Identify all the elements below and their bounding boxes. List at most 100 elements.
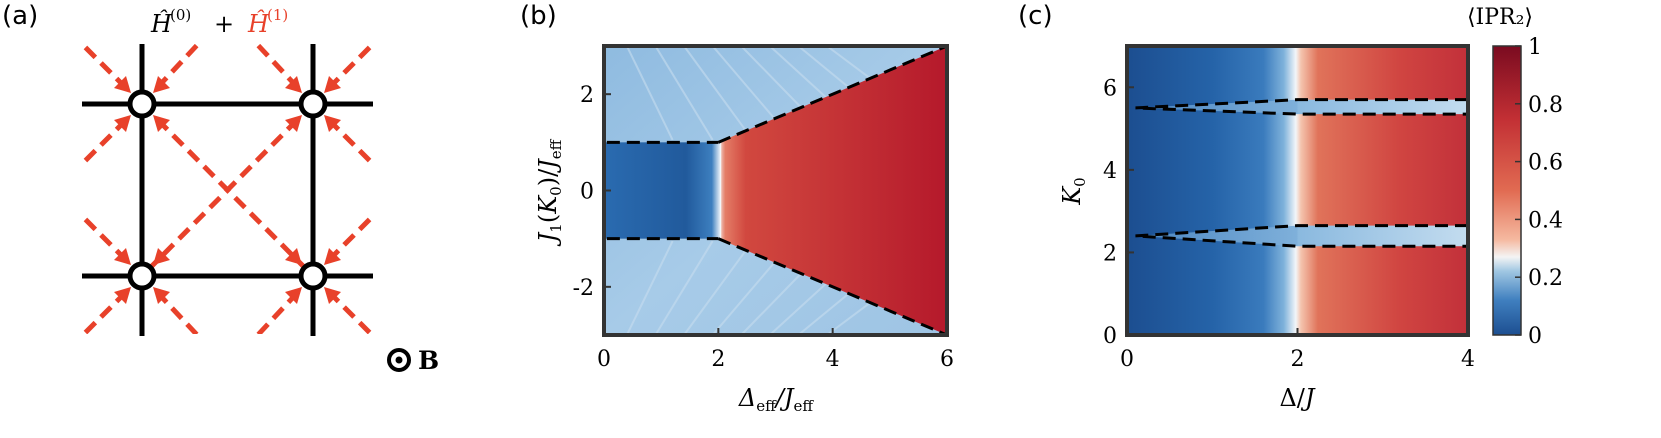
arrow-icon (153, 287, 170, 304)
lattice-sites (127, 89, 328, 291)
arrow-icon (153, 76, 170, 93)
panel-a-tag: (a) (2, 1, 38, 31)
x-tick-label: 4 (1461, 347, 1475, 372)
ticks-c: 0 2 4 0 2 4 6 (1103, 76, 1475, 372)
band-boundary-line (1135, 98, 1468, 116)
h1-superscript: (1) (267, 6, 288, 24)
diagonal-link (140, 44, 202, 106)
colorbar-tick-label: 0.4 (1528, 208, 1563, 233)
y-tick-label: 0 (1103, 324, 1117, 349)
diagonal-link (82, 102, 144, 166)
diagonal-link (311, 214, 374, 278)
x-tick-label: 0 (597, 347, 611, 372)
panel-c: (c) 0 2 4 0 2 4 6 Δ/J K0 0 0.2 0.4 0.6 0.8 1 ⟨IPR₂⟩ (1018, 1, 1563, 412)
lattice-site (298, 261, 328, 291)
colorbar-label: ⟨IPR₂⟩ (1467, 5, 1533, 30)
panel-a: (a) Ĥ (0) + Ĥ (1) (2, 1, 439, 375)
colorbar (1492, 45, 1522, 336)
panel-c-tag: (c) (1018, 1, 1053, 31)
field-out-of-plane-icon (387, 348, 411, 372)
delocalized-phase-region (604, 142, 722, 239)
heatmap-b (604, 46, 947, 335)
y-tick-label: 2 (580, 83, 594, 108)
y-tick-label: 4 (1103, 159, 1117, 184)
y-axis-label-b: J1(K0)/Jeff (534, 138, 565, 247)
diagonal-link (82, 214, 144, 278)
arrow-icon (285, 248, 302, 265)
heatmap-c (1127, 46, 1468, 335)
texture-streak (683, 240, 754, 335)
x-tick-label: 6 (940, 347, 954, 372)
hamiltonian-title: Ĥ (0) + Ĥ (1) (150, 6, 288, 38)
heatmap-c-background (1127, 46, 1468, 335)
colorbar-tick-label: 0.8 (1528, 93, 1563, 118)
perturbation-links (82, 44, 374, 334)
y-axis-label-c: K0 (1058, 177, 1089, 205)
panel-b: (b) 0 2 4 6 -2 0 2 Δeff/Jeff J1(K0)/Jeff (520, 1, 954, 415)
diagonal-link (82, 44, 144, 106)
colorbar-tick-label: 1 (1528, 35, 1542, 60)
arrow-icon (324, 248, 341, 265)
arrow-icon (114, 115, 131, 132)
arrow-icon (324, 76, 341, 93)
resonance-band-right (1297, 225, 1468, 247)
magnetic-field-indicator: B (387, 346, 439, 375)
h0-symbol: Ĥ (150, 9, 173, 38)
diagonal-link (82, 274, 144, 334)
diagonal-link (311, 102, 374, 166)
field-dot-icon (395, 356, 403, 364)
x-axis-label-c: Δ/J (1279, 384, 1315, 412)
colorbar-ticks: 0 0.2 0.4 0.6 0.8 1 (1515, 35, 1563, 349)
x-tick-label: 4 (826, 347, 840, 372)
arrow-icon (114, 76, 131, 93)
diagonal-link (140, 274, 200, 334)
diagonal-link (140, 102, 315, 278)
texture-streak (683, 46, 754, 141)
x-tick-label: 2 (1291, 347, 1305, 372)
arrow-icon (153, 248, 170, 265)
diagonal-link (253, 44, 315, 106)
lattice-site (127, 261, 157, 291)
band-boundary-line (1135, 224, 1468, 248)
arrow-icon (114, 248, 131, 265)
x-tick-label: 2 (711, 347, 725, 372)
x-axis-label-b: Δeff/Jeff (738, 384, 814, 415)
x-tick-label: 0 (1120, 347, 1134, 372)
plus-sign: + (214, 10, 234, 38)
arrow-icon (285, 115, 302, 132)
colorbar-tick-label: 0.2 (1528, 266, 1563, 291)
texture-streak (625, 46, 674, 141)
diagonal-link (311, 274, 374, 334)
y-tick-label: -2 (573, 276, 594, 301)
colorbar-tick-label: 0.6 (1528, 151, 1563, 176)
panel-b-tag: (b) (520, 1, 557, 31)
coupling-arrows (114, 76, 341, 304)
y-tick-label: 2 (1103, 241, 1117, 266)
texture-streak (654, 240, 714, 335)
h0-superscript: (0) (170, 6, 191, 24)
texture-streak (625, 240, 674, 335)
field-label: B (418, 346, 439, 375)
resonance-bands (1135, 98, 1468, 248)
phase-boundary-line (717, 46, 947, 144)
lattice-site (298, 89, 328, 119)
ticks-b: 0 2 4 6 -2 0 2 (573, 83, 954, 372)
arrow-icon (153, 115, 170, 132)
arrow-icon (324, 115, 341, 132)
texture-streak (654, 46, 714, 141)
diagonal-link (311, 44, 374, 106)
arrow-icon (285, 287, 302, 304)
phase-boundaries-b (606, 46, 947, 335)
phase-boundary-line (717, 237, 947, 335)
resonance-band-left (1135, 99, 1298, 115)
arrow-icon (324, 287, 341, 304)
y-tick-label: 0 (580, 180, 594, 205)
h1-symbol: Ĥ (247, 9, 270, 38)
colorbar-tick-label: 0 (1528, 324, 1542, 349)
resonance-band-right (1297, 99, 1468, 115)
resonance-band-left (1135, 225, 1298, 247)
lattice-site (127, 89, 157, 119)
arrow-icon (114, 287, 131, 304)
arrow-icon (285, 76, 302, 93)
